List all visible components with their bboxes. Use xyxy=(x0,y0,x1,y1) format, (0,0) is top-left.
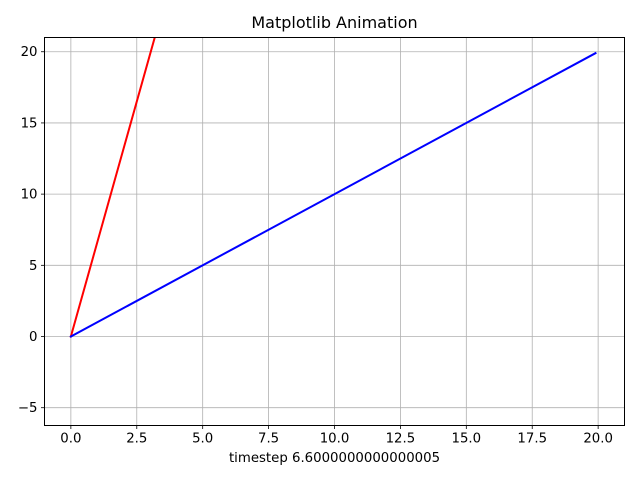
y-tick-label: −5 xyxy=(18,401,38,416)
chart-title: Matplotlib Animation xyxy=(251,13,417,32)
grid xyxy=(44,37,625,426)
y-axis-ticks: −5 0 5 10 15 20 xyxy=(18,45,45,416)
x-tick-label: 17.5 xyxy=(517,432,547,447)
series-line-1 xyxy=(69,37,156,338)
x-tick-label: 15.0 xyxy=(452,432,482,447)
x-axis-label: timestep 6.6000000000000005 xyxy=(229,451,440,466)
x-tick-label: 0.0 xyxy=(60,432,81,447)
y-tick-label: 5 xyxy=(29,259,37,274)
series-group xyxy=(69,37,597,338)
y-tick-label: 0 xyxy=(29,330,37,345)
x-tick-label: 10.0 xyxy=(320,432,350,447)
x-tick-label: 7.5 xyxy=(258,432,279,447)
x-axis-ticks: 0.0 2.5 5.0 7.5 10.0 12.5 15.0 17.5 20.0 xyxy=(60,425,613,447)
y-tick-label: 15 xyxy=(21,116,38,131)
y-tick-label: 20 xyxy=(21,45,38,60)
x-tick-label: 20.0 xyxy=(583,432,613,447)
y-tick-label: 10 xyxy=(21,188,38,203)
x-tick-label: 12.5 xyxy=(386,432,416,447)
x-tick-label: 5.0 xyxy=(192,432,213,447)
x-tick-label: 2.5 xyxy=(126,432,147,447)
series-line-2 xyxy=(69,51,597,338)
